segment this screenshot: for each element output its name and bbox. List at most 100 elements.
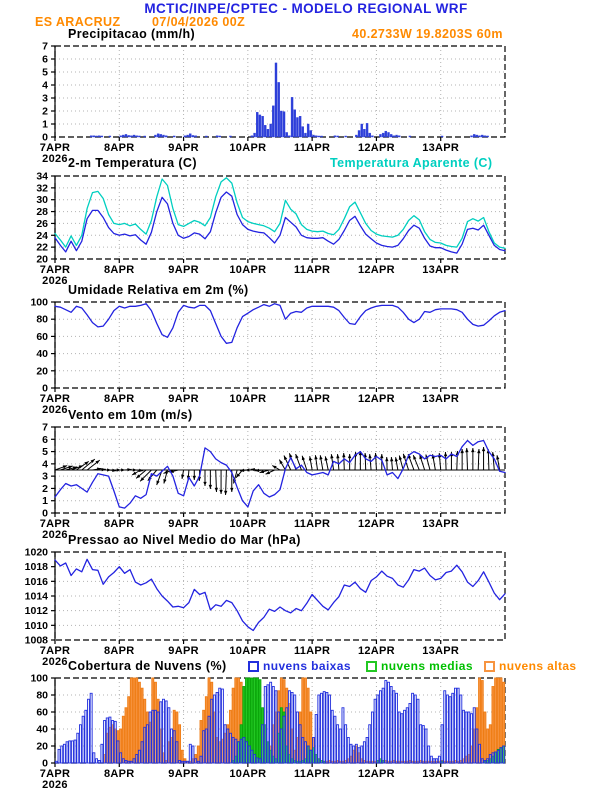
svg-text:5: 5 (42, 446, 48, 458)
svg-text:9APR: 9APR (168, 264, 199, 276)
svg-text:26: 26 (36, 218, 48, 230)
svg-text:40: 40 (36, 348, 48, 360)
svg-text:6: 6 (42, 54, 48, 66)
svg-text:13APR: 13APR (422, 264, 459, 276)
svg-text:8APR: 8APR (104, 518, 135, 530)
svg-text:10APR: 10APR (229, 264, 266, 276)
svg-text:11APR: 11APR (294, 393, 330, 405)
panel-title-pressure: Pressao ao Nivel Medio do Mar (hPa) (68, 533, 301, 547)
svg-text:80: 80 (36, 314, 48, 326)
svg-text:0: 0 (42, 132, 48, 144)
svg-text:10APR: 10APR (229, 645, 266, 657)
svg-text:2: 2 (42, 483, 48, 495)
legend-label-high-clouds: nuvens altas (499, 659, 577, 673)
svg-text:20: 20 (36, 741, 48, 753)
svg-text:7APR: 7APR (40, 264, 71, 276)
svg-text:2026: 2026 (42, 153, 68, 165)
svg-text:2026: 2026 (42, 529, 68, 541)
svg-text:8APR: 8APR (104, 264, 135, 276)
svg-text:12APR: 12APR (358, 393, 395, 405)
station-name: ES ARACRUZ (35, 15, 121, 29)
svg-text:34: 34 (36, 171, 48, 183)
svg-text:2026: 2026 (42, 656, 68, 668)
legend-apparent-temperature: Temperatura Aparente (C) (330, 156, 493, 170)
high-clouds-swatch-icon (484, 660, 495, 672)
svg-text:3: 3 (42, 93, 48, 105)
svg-text:8APR: 8APR (104, 645, 135, 657)
svg-text:40: 40 (36, 724, 48, 736)
svg-text:2026: 2026 (42, 779, 68, 791)
svg-text:12APR: 12APR (358, 645, 395, 657)
panel-title-wind: Vento em 10m (m/s) (68, 408, 193, 422)
svg-text:10APR: 10APR (229, 768, 266, 780)
panel-title-precipitation: Precipitacao (mm/h) (68, 27, 196, 41)
svg-text:12APR: 12APR (358, 264, 395, 276)
run-datetime: 07/04/2026 00Z (152, 15, 246, 29)
svg-text:8APR: 8APR (104, 768, 135, 780)
svg-text:7APR: 7APR (40, 645, 71, 657)
svg-text:7APR: 7APR (40, 393, 71, 405)
svg-text:30: 30 (36, 194, 48, 206)
svg-text:11APR: 11APR (294, 645, 330, 657)
svg-text:1: 1 (42, 119, 48, 131)
svg-text:1018: 1018 (25, 561, 49, 573)
svg-text:8APR: 8APR (104, 393, 135, 405)
svg-text:0: 0 (42, 508, 48, 520)
svg-text:13APR: 13APR (422, 768, 459, 780)
svg-text:80: 80 (36, 690, 48, 702)
svg-text:4: 4 (42, 458, 48, 470)
legend-item-high-clouds: nuvens altas (484, 659, 577, 673)
svg-text:1: 1 (42, 495, 48, 507)
svg-text:0: 0 (42, 383, 48, 395)
svg-text:2: 2 (42, 106, 48, 118)
station-location: 40.2733W 19.8203S 60m (352, 27, 503, 41)
svg-text:9APR: 9APR (168, 518, 199, 530)
svg-text:1020: 1020 (25, 547, 49, 559)
svg-text:100: 100 (30, 297, 48, 309)
svg-text:11APR: 11APR (294, 264, 330, 276)
legend-label-low-clouds: nuvens baixas (263, 659, 351, 673)
svg-text:13APR: 13APR (422, 518, 459, 530)
panel-title-temperature: 2-m Temperatura (C) (68, 156, 197, 170)
svg-text:24: 24 (36, 230, 48, 242)
svg-text:20: 20 (36, 254, 48, 266)
svg-text:10APR: 10APR (229, 393, 266, 405)
svg-text:100: 100 (30, 673, 48, 685)
svg-text:10APR: 10APR (229, 518, 266, 530)
svg-text:2026: 2026 (42, 404, 68, 416)
svg-text:11APR: 11APR (294, 142, 330, 154)
svg-text:1014: 1014 (25, 591, 49, 603)
svg-text:0: 0 (42, 758, 48, 770)
svg-text:4: 4 (42, 80, 48, 92)
svg-text:7APR: 7APR (40, 768, 71, 780)
svg-text:7APR: 7APR (40, 518, 71, 530)
svg-text:28: 28 (36, 206, 48, 218)
svg-text:12APR: 12APR (358, 768, 395, 780)
mid-clouds-swatch-icon (366, 660, 377, 672)
svg-text:5: 5 (42, 67, 48, 79)
svg-text:1010: 1010 (25, 620, 49, 632)
svg-text:2026: 2026 (42, 275, 68, 287)
svg-text:32: 32 (36, 182, 48, 194)
svg-text:60: 60 (36, 707, 48, 719)
svg-text:13APR: 13APR (422, 142, 459, 154)
svg-text:12APR: 12APR (358, 142, 395, 154)
svg-text:10APR: 10APR (229, 142, 266, 154)
legend-item-mid-clouds: nuvens medias (366, 659, 473, 673)
svg-text:3: 3 (42, 471, 48, 483)
page-title: MCTIC/INPE/CPTEC - MODELO REGIONAL WRF (144, 1, 468, 16)
svg-text:20: 20 (36, 365, 48, 377)
svg-text:9APR: 9APR (168, 768, 199, 780)
panel-title-clouds: Cobertura de Nuvens (%) (68, 659, 227, 673)
svg-text:11APR: 11APR (294, 768, 330, 780)
legend-label-mid-clouds: nuvens medias (381, 659, 473, 673)
svg-text:11APR: 11APR (294, 518, 330, 530)
svg-text:60: 60 (36, 331, 48, 343)
svg-text:1008: 1008 (25, 635, 49, 647)
legend-item-low-clouds: nuvens baixas (248, 659, 351, 673)
low-clouds-swatch-icon (248, 660, 259, 672)
svg-text:8APR: 8APR (104, 142, 135, 154)
svg-text:9APR: 9APR (168, 645, 199, 657)
